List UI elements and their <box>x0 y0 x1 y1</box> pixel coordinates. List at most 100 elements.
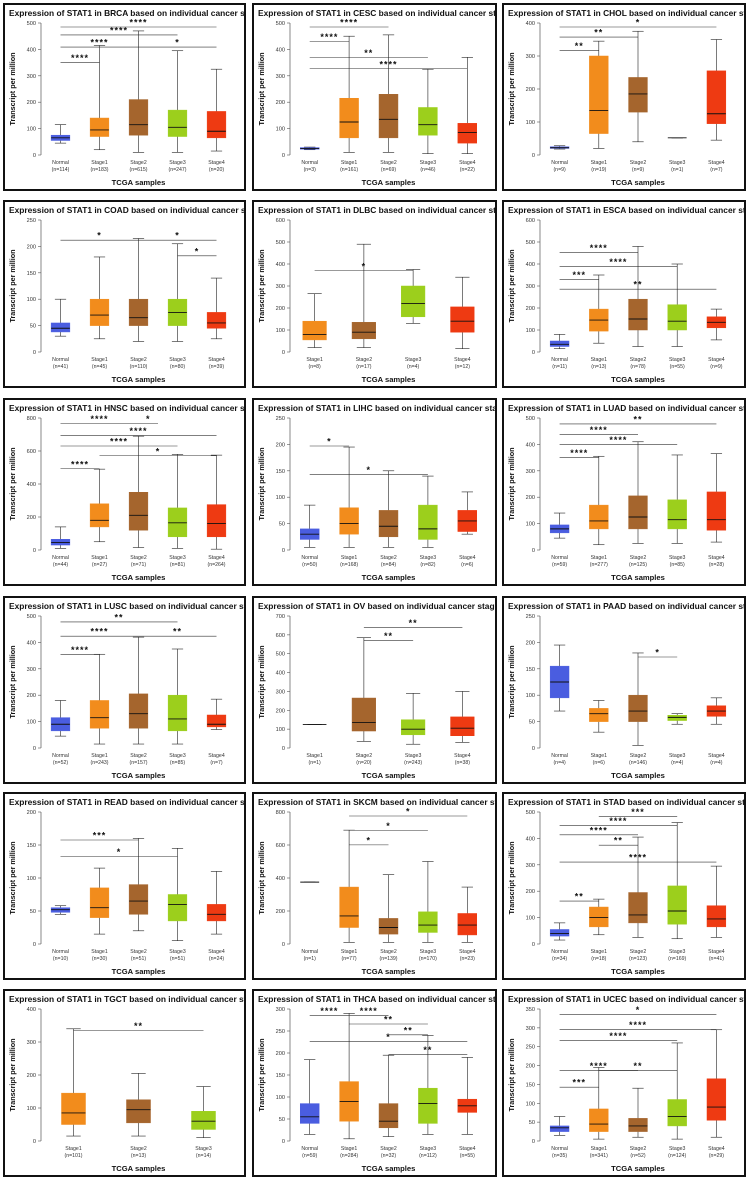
y-tick-label: 400 <box>276 671 285 677</box>
box-stage3 <box>167 109 188 137</box>
x-axis-label: TCGA samples <box>611 1164 665 1173</box>
y-tick-label: 0 <box>532 350 535 356</box>
y-tick-label: 300 <box>526 469 535 475</box>
significance-label: **** <box>609 816 627 826</box>
y-tick-label: 100 <box>27 297 36 303</box>
category-label: Stage4 <box>208 949 225 955</box>
y-tick-label: 400 <box>526 21 535 27</box>
boxplot-chart: Expression of STAT1 in HNSC based on ind… <box>8 403 244 582</box>
y-axis-label: Transcript per million <box>507 447 516 520</box>
y-axis-label: Transcript per million <box>8 645 17 718</box>
category-n-label: (n=8) <box>308 364 321 370</box>
category-label: Stage1 <box>341 160 358 166</box>
y-tick-label: 500 <box>276 21 285 27</box>
category-label: Stage2 <box>356 753 373 759</box>
significance-label: * <box>636 18 641 28</box>
box-stage4 <box>206 714 227 728</box>
category-n-label: (n=28) <box>709 562 724 568</box>
boxplot-chart: Expression of STAT1 in CHOL based on ind… <box>507 8 744 187</box>
category-label: Stage3 <box>669 949 686 955</box>
category-n-label: (n=51) <box>170 956 185 962</box>
box-stage1 <box>89 887 110 918</box>
category-n-label: (n=30) <box>92 956 107 962</box>
y-tick-label: 150 <box>27 843 36 849</box>
significance-label: ** <box>134 1021 143 1031</box>
y-tick-label: 0 <box>532 548 535 554</box>
box-stage4 <box>450 716 475 736</box>
box-stage2 <box>378 510 399 538</box>
y-tick-label: 50 <box>30 324 36 330</box>
box-normal <box>50 322 71 333</box>
y-tick-label: 400 <box>276 876 285 882</box>
significance-label: ** <box>409 618 418 628</box>
boxplot-chart: Expression of STAT1 in THCA based on ind… <box>257 994 495 1173</box>
category-label: Normal <box>52 357 69 363</box>
significance-label: * <box>655 648 660 658</box>
box-stage4 <box>706 491 727 531</box>
box-stage3 <box>667 1099 687 1127</box>
chart-title: Expression of STAT1 in LUAD based on ind… <box>508 403 744 413</box>
x-axis-label: TCGA samples <box>362 178 416 187</box>
y-tick-label: 400 <box>27 1007 36 1013</box>
y-tick-label: 100 <box>526 120 535 126</box>
y-tick-label: 100 <box>27 876 36 882</box>
category-label: Stage1 <box>306 357 323 363</box>
significance-label: ** <box>384 1015 393 1025</box>
box-stage3 <box>667 885 687 925</box>
category-label: Stage3 <box>405 753 422 759</box>
category-label: Stage2 <box>630 1146 647 1152</box>
y-tick-label: 100 <box>276 328 285 334</box>
y-tick-label: 400 <box>526 442 535 448</box>
y-tick-label: 200 <box>526 889 535 895</box>
boxplot-chart: Expression of STAT1 in LUSC based on ind… <box>8 601 244 780</box>
y-axis-label: Transcript per million <box>507 645 516 718</box>
chart-panel: Expression of STAT1 in BRCA based on ind… <box>3 3 246 191</box>
y-tick-label: 0 <box>282 153 285 159</box>
category-n-label: (n=51) <box>131 956 146 962</box>
category-n-label: (n=22) <box>460 167 475 173</box>
y-tick-label: 200 <box>27 100 36 106</box>
chart-title: Expression of STAT1 in TGCT based on ind… <box>9 994 244 1004</box>
category-label: Stage4 <box>459 949 476 955</box>
significance-label: * <box>175 38 180 48</box>
chart-panel: Expression of STAT1 in THCA based on ind… <box>252 989 497 1177</box>
category-n-label: (n=169) <box>668 956 686 962</box>
significance-label: **** <box>609 435 627 445</box>
category-label: Stage1 <box>65 1146 82 1152</box>
chart-title: Expression of STAT1 in STAD based on ind… <box>508 797 744 807</box>
y-tick-label: 50 <box>30 909 36 915</box>
category-n-label: (n=110) <box>130 364 148 370</box>
box-stage2 <box>378 1103 399 1129</box>
box-stage1 <box>589 55 609 134</box>
y-tick-label: 0 <box>33 942 36 948</box>
y-tick-label: 200 <box>276 708 285 714</box>
y-tick-label: 300 <box>526 54 535 60</box>
chart-panel: Expression of STAT1 in CHOL based on ind… <box>502 3 746 191</box>
chart-title: Expression of STAT1 in HNSC based on ind… <box>9 403 244 413</box>
category-n-label: (n=24) <box>209 956 224 962</box>
category-n-label: (n=19) <box>591 167 606 173</box>
category-n-label: (n=71) <box>131 562 146 568</box>
y-tick-label: 200 <box>276 909 285 915</box>
category-n-label: (n=3) <box>304 167 317 173</box>
y-axis-label: Transcript per million <box>257 841 266 914</box>
category-label: Stage2 <box>130 753 147 759</box>
category-n-label: (n=12) <box>455 364 470 370</box>
box-stage1 <box>89 117 110 137</box>
significance-label: ** <box>114 612 123 622</box>
category-label: Stage2 <box>380 1146 397 1152</box>
category-n-label: (n=46) <box>420 167 435 173</box>
boxplot-chart: Expression of STAT1 in LIHC based on ind… <box>257 403 495 582</box>
box-normal <box>549 340 570 347</box>
category-label: Stage2 <box>130 555 147 561</box>
category-n-label: (n=27) <box>92 562 107 568</box>
category-label: Stage3 <box>420 555 437 561</box>
boxplot-chart: Expression of STAT1 in READ based on ind… <box>8 797 244 976</box>
significance-label: **** <box>629 853 647 863</box>
y-tick-label: 500 <box>526 240 535 246</box>
category-label: Normal <box>52 949 69 955</box>
category-n-label: (n=82) <box>420 562 435 568</box>
category-n-label: (n=41) <box>709 956 724 962</box>
chart-panel: Expression of STAT1 in LUAD based on ind… <box>502 398 746 586</box>
box-stage4 <box>706 1078 727 1121</box>
